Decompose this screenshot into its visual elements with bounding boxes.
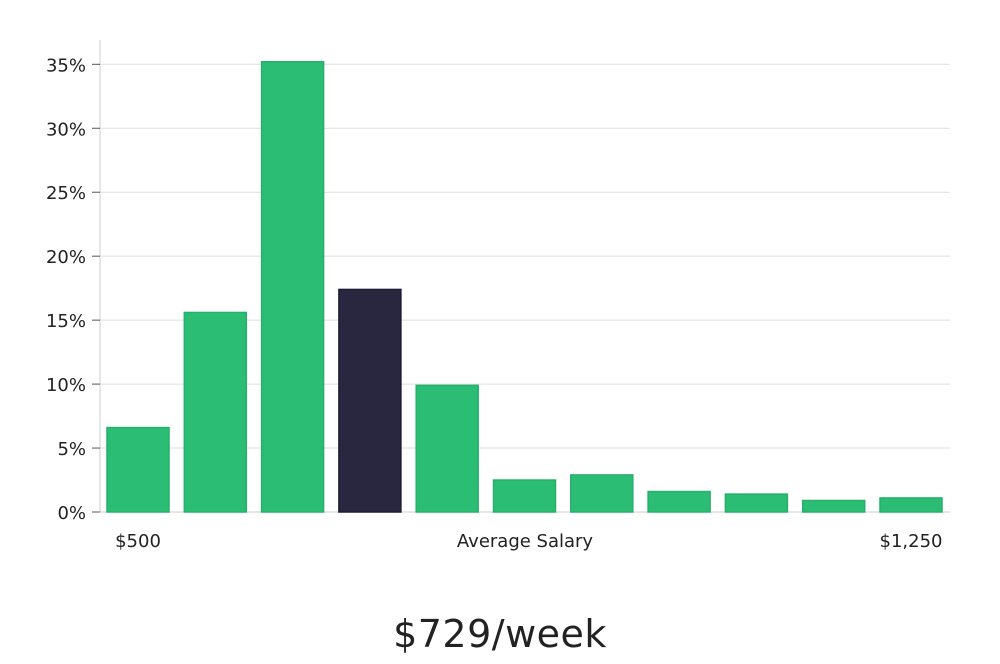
bar bbox=[724, 493, 789, 513]
y-tick-label: 5% bbox=[57, 439, 86, 460]
bar bbox=[415, 384, 479, 513]
y-tick-label: 35% bbox=[46, 55, 86, 76]
bar bbox=[801, 499, 866, 513]
y-axis-ticks: 0% 5% 10% 15% 20% 25% 30% 35% bbox=[46, 55, 100, 524]
bar-highlighted bbox=[338, 288, 402, 513]
bar bbox=[647, 490, 711, 513]
bar bbox=[260, 60, 325, 513]
bars bbox=[106, 60, 943, 513]
average-salary-summary: $729/week bbox=[393, 612, 607, 656]
y-tick-label: 30% bbox=[46, 119, 86, 140]
y-tick-label: 25% bbox=[46, 183, 86, 204]
bar bbox=[879, 497, 943, 513]
bar bbox=[570, 474, 634, 513]
x-axis-end-label: $1,250 bbox=[880, 531, 943, 552]
bar bbox=[492, 479, 557, 513]
y-tick-label: 10% bbox=[46, 375, 86, 396]
x-axis-title: Average Salary bbox=[457, 531, 594, 552]
bar bbox=[106, 426, 170, 513]
y-tick-label: 15% bbox=[46, 311, 86, 332]
bar bbox=[183, 311, 248, 513]
y-tick-label: 20% bbox=[46, 247, 86, 268]
x-axis-start-label: $500 bbox=[115, 531, 161, 552]
y-tick-label: 0% bbox=[57, 503, 86, 524]
salary-distribution-chart: 0% 5% 10% 15% 20% 25% 30% 35% $500 Average Sala… bbox=[46, 40, 950, 552]
